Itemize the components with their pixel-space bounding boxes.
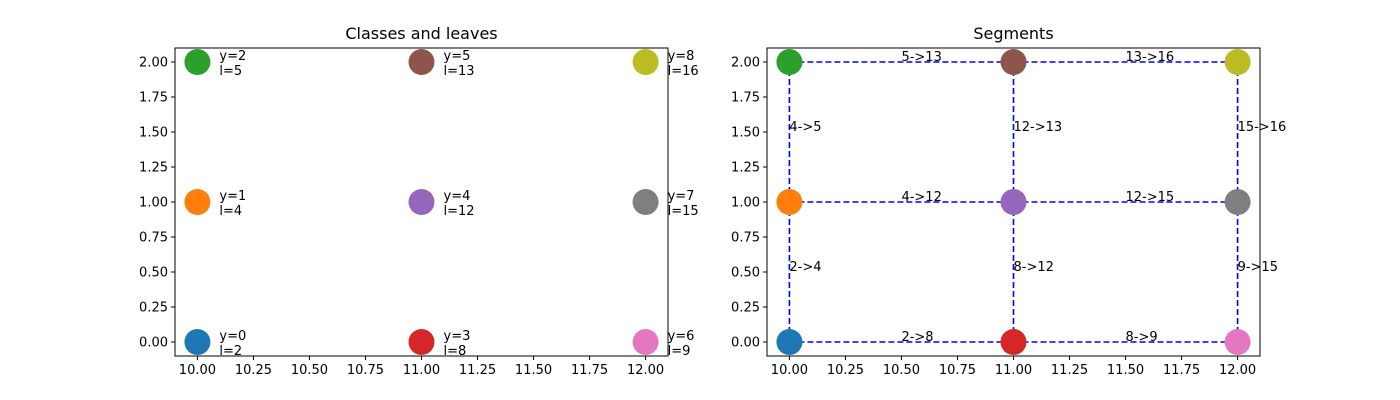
segment-label: 4->5 (789, 120, 821, 135)
point-label-class: y=3 (444, 329, 471, 344)
data-point (632, 49, 659, 75)
point-label-class: y=1 (219, 189, 246, 204)
x-tick-label: 10.50 (291, 363, 328, 378)
x-tick-label: 12.00 (1219, 363, 1256, 378)
point-label-class: y=2 (219, 49, 246, 64)
point-label-leaf: l=12 (444, 204, 475, 219)
chart-panel-2: Segments 10.00 10.25 10.50 10.75 11.00 11.25 11… (731, 24, 1286, 378)
data-point (1224, 189, 1251, 215)
y-tick-label: 1.50 (731, 126, 760, 141)
y-tick-label: 2.00 (731, 56, 760, 71)
x-tick-label: 11.50 (515, 363, 552, 378)
point-label-leaf: l=8 (444, 344, 467, 359)
data-point (184, 49, 211, 75)
data-point (776, 49, 803, 75)
segment-label: 2->4 (789, 260, 821, 275)
x-tick-label: 11.00 (995, 363, 1032, 378)
point-label-class: y=7 (668, 189, 695, 204)
chart-title: Classes and leaves (345, 24, 497, 43)
y-tick-label: 0.25 (731, 301, 760, 316)
x-tick-label: 10.00 (179, 363, 216, 378)
data-point (1000, 49, 1027, 75)
x-tick-label: 11.75 (1163, 363, 1200, 378)
point-label-class: y=0 (219, 329, 246, 344)
data-point (632, 329, 659, 355)
data-point (1000, 189, 1027, 215)
segment-label: 5->13 (901, 50, 941, 65)
y-tick-label: 0.50 (139, 266, 168, 281)
y-tick-label: 1.75 (731, 91, 760, 106)
x-tick-label: 10.50 (883, 363, 920, 378)
y-tick-label: 1.00 (139, 196, 168, 211)
x-tick-label: 10.00 (771, 363, 808, 378)
segment-label: 9->15 (1238, 260, 1278, 275)
segment-label: 8->12 (1014, 260, 1054, 275)
y-tick-label: 0.50 (731, 266, 760, 281)
chart-title: Segments (973, 24, 1053, 43)
y-tick-label: 0.75 (139, 231, 168, 246)
x-tick-label: 12.00 (627, 363, 664, 378)
x-tick-label: 10.75 (939, 363, 976, 378)
point-label-leaf: l=2 (219, 344, 242, 359)
point-label-leaf: l=5 (219, 64, 242, 79)
plot-frame (174, 47, 669, 357)
x-tick-label: 10.25 (827, 363, 864, 378)
data-point (408, 49, 435, 75)
y-tick-label: 0.75 (731, 231, 760, 246)
point-label-class: y=5 (444, 49, 471, 64)
segment-label: 15->16 (1238, 120, 1287, 135)
segment-label: 12->15 (1126, 190, 1175, 205)
point-label-leaf: l=9 (668, 344, 691, 359)
x-tick-label: 11.00 (403, 363, 440, 378)
segment-label: 8->9 (1126, 330, 1158, 345)
x-tick-label: 11.25 (459, 363, 496, 378)
segment-label: 12->13 (1014, 120, 1063, 135)
data-point (632, 189, 659, 215)
plot-frame (766, 47, 1261, 357)
y-tick-label: 1.75 (139, 91, 168, 106)
data-point (1000, 329, 1027, 355)
segment-label: 2->8 (901, 330, 933, 345)
y-tick-label: 1.25 (139, 161, 168, 176)
point-label-class: y=8 (668, 49, 695, 64)
data-point (408, 189, 435, 215)
x-tick-label: 11.25 (1051, 363, 1088, 378)
y-tick-label: 1.25 (731, 161, 760, 176)
y-tick-label: 0.00 (139, 336, 168, 351)
data-point (184, 189, 211, 215)
y-tick-label: 0.25 (139, 301, 168, 316)
data-point (184, 329, 211, 355)
point-label-leaf: l=13 (444, 64, 475, 79)
y-tick-label: 1.00 (731, 196, 760, 211)
point-label-class: y=6 (668, 329, 695, 344)
y-tick-label: 2.00 (139, 56, 168, 71)
point-label-class: y=4 (444, 189, 471, 204)
x-tick-label: 10.75 (347, 363, 384, 378)
data-point (408, 329, 435, 355)
chart-panel-1: Classes and leaves 10.00 10.25 10.50 10.75 11… (139, 24, 699, 378)
x-tick-label: 11.75 (571, 363, 608, 378)
data-point (776, 189, 803, 215)
segment-label: 4->12 (901, 190, 941, 205)
point-label-leaf: l=16 (668, 64, 699, 79)
data-point (776, 329, 803, 355)
y-tick-label: 1.50 (139, 126, 168, 141)
x-tick-label: 11.50 (1107, 363, 1144, 378)
point-label-leaf: l=15 (668, 204, 699, 219)
point-label-leaf: l=4 (219, 204, 242, 219)
segment-label: 13->16 (1126, 50, 1175, 65)
data-point (1224, 49, 1251, 75)
x-tick-label: 10.25 (235, 363, 272, 378)
y-tick-label: 0.00 (731, 336, 760, 351)
data-point (1224, 329, 1251, 355)
